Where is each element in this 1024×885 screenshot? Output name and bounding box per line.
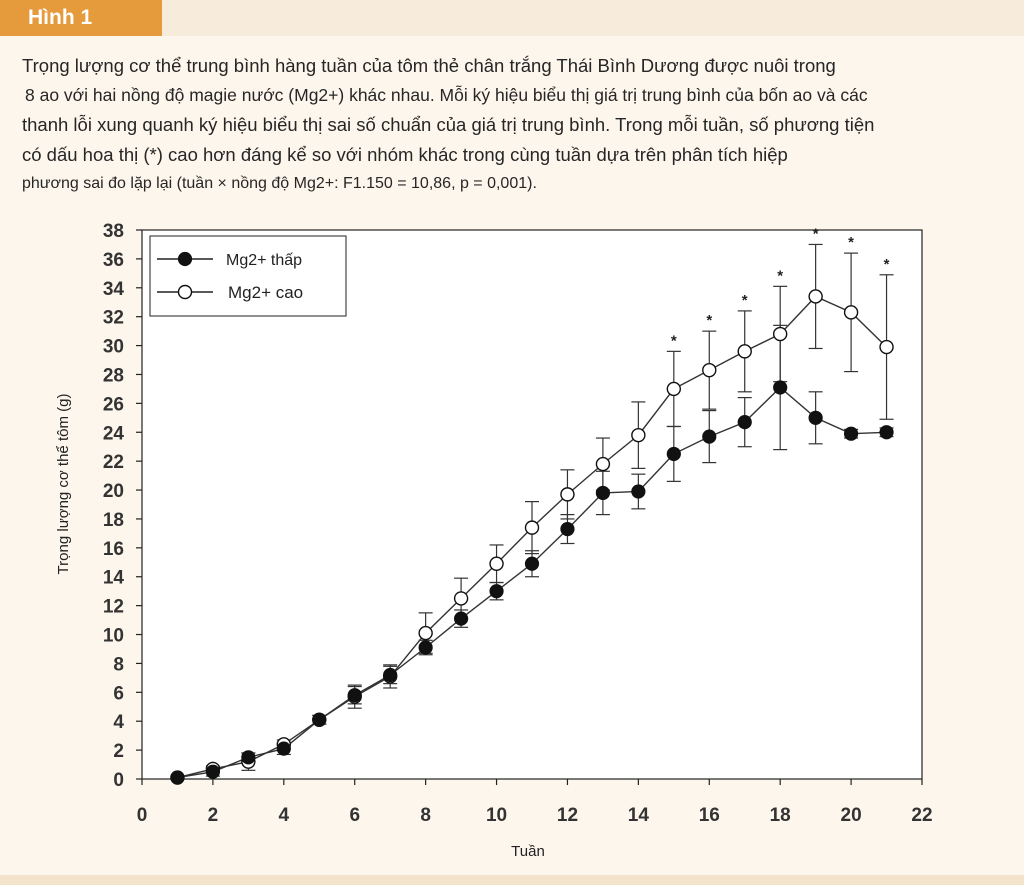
x-tick-label: 0	[137, 805, 148, 826]
data-point-high	[489, 556, 504, 571]
caption-line: thanh lỗi xung quanh ký hiệu biểu thị sa…	[22, 114, 875, 135]
y-tick-label: 20	[103, 481, 124, 502]
significance-star: *	[777, 267, 783, 284]
y-tick-label: 12	[103, 597, 124, 618]
significance-star: *	[848, 234, 854, 251]
data-point-low	[631, 484, 646, 499]
data-point-high	[453, 591, 469, 606]
figure-label: Hình 1	[0, 0, 162, 36]
x-tick-label: 14	[628, 805, 650, 826]
y-tick-label: 28	[103, 365, 124, 386]
caption-line: 8 ao với hai nồng độ magie nước (Mg2+) k…	[25, 84, 868, 105]
y-tick-label: 34	[103, 279, 125, 300]
data-point-low	[347, 688, 362, 703]
y-tick-label: 16	[103, 539, 124, 560]
legend-label-high: Mg2+ cao	[228, 283, 303, 302]
data-point-low	[702, 429, 717, 444]
data-point-high	[631, 427, 646, 443]
data-point-low	[560, 521, 575, 537]
caption-line: có dấu hoa thị (*) cao hơn đáng kể so vớ…	[22, 143, 788, 165]
data-point-low	[170, 770, 185, 785]
x-axis: 0 2 4 6 8 10 12 14 16 18 20 22	[137, 779, 933, 826]
caption-line: phương sai đo lặp lại (tuần × nồng độ Mg…	[22, 175, 537, 192]
y-tick-label: 26	[103, 394, 124, 415]
header-band	[0, 0, 1024, 36]
x-tick-label: 4	[279, 805, 290, 826]
x-tick-label: 16	[699, 805, 720, 826]
data-point-high	[666, 381, 682, 397]
y-tick-label: 14	[103, 568, 125, 589]
data-point-low	[524, 556, 540, 571]
data-point-low	[595, 485, 611, 501]
y-tick-label: 22	[103, 452, 124, 473]
data-point-high	[879, 339, 894, 355]
data-point-low	[808, 410, 823, 425]
data-point-high	[702, 362, 717, 378]
significance-star: *	[813, 225, 819, 242]
y-tick-label: 4	[113, 712, 124, 733]
x-tick-label: 18	[770, 805, 791, 826]
data-point-low	[312, 712, 327, 727]
legend-box	[149, 235, 347, 317]
data-point-low	[843, 426, 859, 441]
data-point-low	[418, 640, 433, 655]
y-tick-label: 24	[103, 423, 125, 444]
y-tick-label: 10	[103, 626, 124, 647]
y-tick-label: 38	[103, 221, 124, 242]
y-tick-label: 0	[113, 770, 124, 791]
data-point-high	[808, 289, 823, 304]
y-tick-label: 18	[103, 510, 124, 531]
data-point-high	[843, 305, 859, 320]
x-tick-label: 2	[208, 805, 219, 826]
data-point-high	[418, 625, 433, 641]
x-tick-label: 10	[486, 805, 507, 826]
legend-marker-high	[177, 284, 193, 300]
significance-star: *	[706, 312, 712, 329]
data-point-low	[453, 611, 469, 626]
legend: Mg2+ thấp Mg2+ cao	[149, 235, 347, 317]
figure-caption: Trọng lượng cơ thể trung bình hàng tuần …	[22, 51, 982, 199]
data-point-low	[666, 446, 681, 462]
data-point-low	[773, 380, 788, 395]
significance-star: *	[884, 256, 890, 273]
data-point-low	[879, 425, 894, 440]
data-point-low	[737, 415, 752, 430]
data-point-high	[772, 326, 788, 342]
data-points	[170, 289, 894, 785]
x-tick-label: 12	[557, 805, 578, 826]
y-axis-title: Trọng lượng cơ thể tôm (g)	[55, 394, 72, 575]
data-point-low	[276, 741, 291, 756]
data-point-low	[489, 584, 504, 599]
significance-star: *	[742, 292, 748, 309]
y-tick-label: 36	[103, 250, 124, 271]
data-point-high	[524, 520, 540, 535]
x-tick-label: 8	[420, 805, 431, 826]
x-axis-title: Tuần	[511, 843, 545, 860]
y-tick-label: 32	[103, 308, 124, 329]
significance-markers: * * * * * * *	[671, 225, 890, 349]
y-tick-label: 2	[113, 741, 124, 762]
y-tick-label: 8	[113, 654, 124, 675]
data-point-low	[383, 667, 398, 683]
data-point-low	[205, 764, 221, 779]
data-point-high	[560, 487, 575, 502]
caption-line: Trọng lượng cơ thể trung bình hàng tuần …	[22, 55, 836, 76]
data-point-high	[595, 456, 611, 472]
bottom-strip	[0, 875, 1024, 885]
legend-marker-low	[177, 251, 193, 267]
significance-star: *	[671, 332, 677, 349]
y-tick-label: 6	[113, 683, 124, 704]
x-tick-label: 22	[911, 805, 932, 826]
legend-label-low: Mg2+ thấp	[226, 252, 302, 269]
data-point-low	[241, 750, 256, 765]
x-tick-label: 20	[841, 805, 862, 826]
x-tick-label: 6	[349, 805, 360, 826]
data-point-high	[737, 344, 752, 359]
y-tick-label: 30	[103, 337, 124, 358]
